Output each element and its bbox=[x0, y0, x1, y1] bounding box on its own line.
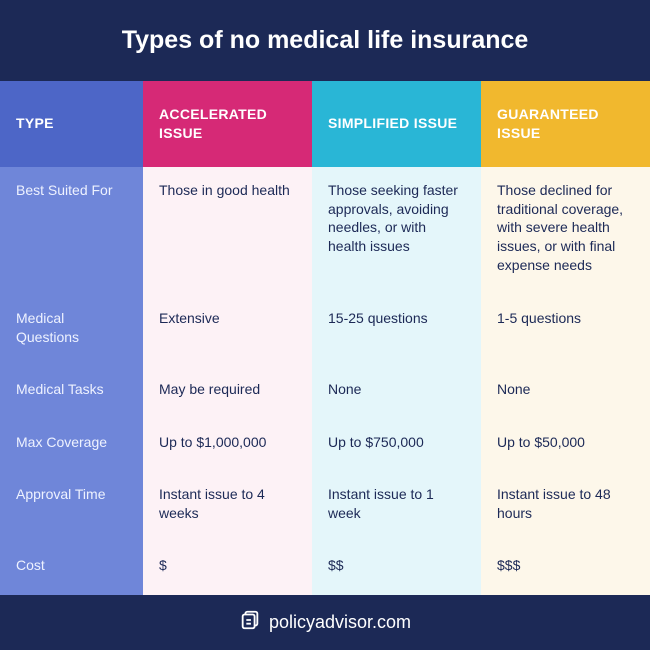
cell-guaranteed: $$$ bbox=[481, 542, 650, 595]
cell-guaranteed: None bbox=[481, 366, 650, 419]
row-label: Medical Questions bbox=[0, 295, 143, 366]
cell-simplified: $$ bbox=[312, 542, 481, 595]
row-label: Cost bbox=[0, 542, 143, 595]
header-accelerated: ACCELERATED ISSUE bbox=[143, 81, 312, 167]
cell-simplified: Those seeking faster approvals, avoiding… bbox=[312, 167, 481, 295]
row-label: Best Suited For bbox=[0, 167, 143, 295]
cell-accelerated: Extensive bbox=[143, 295, 312, 366]
footer: policyadvisor.com bbox=[0, 595, 650, 650]
cell-accelerated: $ bbox=[143, 542, 312, 595]
page-title: Types of no medical life insurance bbox=[0, 0, 650, 81]
infographic-container: Types of no medical life insurance TYPEA… bbox=[0, 0, 650, 650]
header-simplified: SIMPLIFIED ISSUE bbox=[312, 81, 481, 167]
cell-accelerated: Those in good health bbox=[143, 167, 312, 295]
cell-guaranteed: Instant issue to 48 hours bbox=[481, 471, 650, 542]
row-label: Medical Tasks bbox=[0, 366, 143, 419]
cell-simplified: 15-25 questions bbox=[312, 295, 481, 366]
row-label: Approval Time bbox=[0, 471, 143, 542]
cell-accelerated: May be required bbox=[143, 366, 312, 419]
cell-simplified: None bbox=[312, 366, 481, 419]
brand-text: policyadvisor.com bbox=[269, 612, 411, 633]
row-label: Max Coverage bbox=[0, 419, 143, 472]
brand-icon bbox=[239, 609, 261, 636]
cell-simplified: Instant issue to 1 week bbox=[312, 471, 481, 542]
comparison-table: TYPEACCELERATED ISSUESIMPLIFIED ISSUEGUA… bbox=[0, 81, 650, 595]
header-guaranteed: GUARANTEED ISSUE bbox=[481, 81, 650, 167]
cell-accelerated: Instant issue to 4 weeks bbox=[143, 471, 312, 542]
cell-guaranteed: Those declined for traditional coverage,… bbox=[481, 167, 650, 295]
cell-accelerated: Up to $1,000,000 bbox=[143, 419, 312, 472]
header-type: TYPE bbox=[0, 81, 143, 167]
cell-guaranteed: Up to $50,000 bbox=[481, 419, 650, 472]
cell-simplified: Up to $750,000 bbox=[312, 419, 481, 472]
cell-guaranteed: 1-5 questions bbox=[481, 295, 650, 366]
